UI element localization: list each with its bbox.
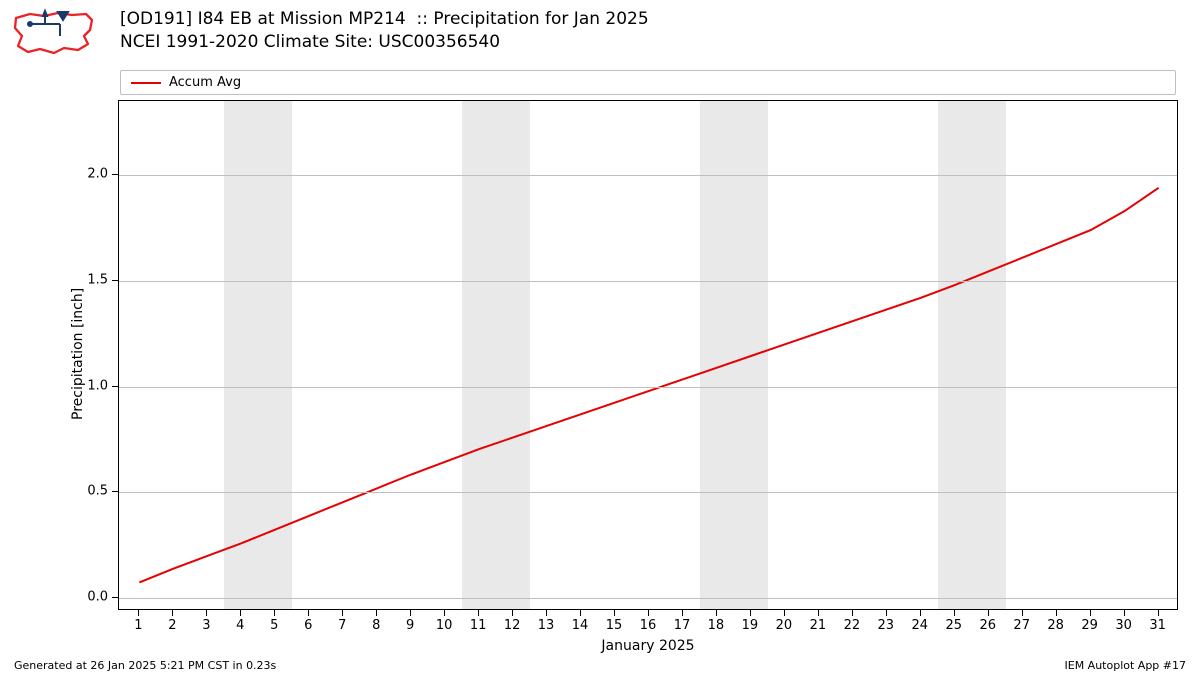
legend-swatch <box>131 82 161 84</box>
x-tick-label: 19 <box>742 618 759 633</box>
iem-logo-icon <box>10 6 100 62</box>
x-tick <box>1158 610 1159 616</box>
x-tick-label: 17 <box>674 618 691 633</box>
footer-generated: Generated at 26 Jan 2025 5:21 PM CST in … <box>14 659 276 672</box>
x-tick-label: 11 <box>470 618 487 633</box>
x-tick <box>988 610 989 616</box>
grid-line-h <box>119 387 1177 388</box>
x-tick-label: 16 <box>640 618 657 633</box>
x-tick-label: 6 <box>304 618 312 633</box>
legend-label: Accum Avg <box>169 75 241 90</box>
x-tick <box>376 610 377 616</box>
x-tick-label: 13 <box>538 618 555 633</box>
x-tick-label: 2 <box>168 618 176 633</box>
x-tick-label: 27 <box>1013 618 1030 633</box>
x-tick <box>682 610 683 616</box>
x-tick <box>852 610 853 616</box>
x-tick-label: 26 <box>979 618 996 633</box>
x-tick <box>920 610 921 616</box>
x-tick <box>716 610 717 616</box>
x-tick <box>172 610 173 616</box>
x-tick <box>750 610 751 616</box>
x-tick-label: 8 <box>372 618 380 633</box>
x-tick <box>1022 610 1023 616</box>
x-tick-label: 31 <box>1149 618 1166 633</box>
grid-line-h <box>119 598 1177 599</box>
y-tick-label: 1.0 <box>80 378 108 393</box>
x-tick <box>512 610 513 616</box>
y-tick <box>112 491 118 492</box>
x-tick-label: 20 <box>776 618 793 633</box>
x-tick <box>784 610 785 616</box>
x-tick-label: 23 <box>878 618 895 633</box>
x-tick-label: 14 <box>572 618 589 633</box>
x-tick <box>138 610 139 616</box>
x-tick-label: 12 <box>504 618 521 633</box>
x-tick <box>478 610 479 616</box>
x-tick-label: 9 <box>406 618 414 633</box>
x-tick-label: 15 <box>606 618 623 633</box>
x-tick <box>1124 610 1125 616</box>
legend-box: Accum Avg <box>120 70 1176 95</box>
title-line-1: [OD191] I84 EB at Mission MP214 :: Preci… <box>120 9 649 29</box>
title-line-2: NCEI 1991-2020 Climate Site: USC00356540 <box>120 32 500 52</box>
x-tick <box>954 610 955 616</box>
x-tick <box>274 610 275 616</box>
x-tick-label: 22 <box>844 618 861 633</box>
x-tick-label: 18 <box>708 618 725 633</box>
y-tick <box>112 174 118 175</box>
x-tick <box>580 610 581 616</box>
x-axis-label: January 2025 <box>601 638 694 654</box>
chart-title: [OD191] I84 EB at Mission MP214 :: Preci… <box>120 8 649 54</box>
x-tick-label: 7 <box>338 618 346 633</box>
x-tick <box>342 610 343 616</box>
grid-line-h <box>119 175 1177 176</box>
x-tick <box>1090 610 1091 616</box>
x-tick-label: 21 <box>810 618 827 633</box>
plot-area <box>118 100 1178 610</box>
x-tick <box>240 610 241 616</box>
x-tick-label: 24 <box>912 618 929 633</box>
grid-line-h <box>119 492 1177 493</box>
x-tick-label: 4 <box>236 618 244 633</box>
x-tick <box>546 610 547 616</box>
x-tick-label: 28 <box>1047 618 1064 633</box>
x-tick-label: 30 <box>1115 618 1132 633</box>
y-tick-label: 0.5 <box>80 484 108 499</box>
x-tick <box>444 610 445 616</box>
footer-app: IEM Autoplot App #17 <box>1065 659 1187 672</box>
x-tick-label: 5 <box>270 618 278 633</box>
y-tick <box>112 280 118 281</box>
series-line <box>119 101 1179 611</box>
x-tick <box>818 610 819 616</box>
y-tick <box>112 597 118 598</box>
x-tick <box>886 610 887 616</box>
x-tick <box>648 610 649 616</box>
x-tick <box>1056 610 1057 616</box>
x-tick <box>206 610 207 616</box>
y-tick-label: 1.5 <box>80 272 108 287</box>
x-tick-label: 29 <box>1081 618 1098 633</box>
y-axis-label: Precipitation [inch] <box>70 288 86 420</box>
x-tick-label: 3 <box>202 618 210 633</box>
x-tick-label: 25 <box>945 618 962 633</box>
y-tick <box>112 386 118 387</box>
x-tick-label: 10 <box>436 618 453 633</box>
x-tick <box>614 610 615 616</box>
y-tick-label: 0.0 <box>80 590 108 605</box>
x-tick <box>410 610 411 616</box>
grid-line-h <box>119 281 1177 282</box>
y-tick-label: 2.0 <box>80 167 108 182</box>
x-tick-label: 1 <box>134 618 142 633</box>
x-tick <box>308 610 309 616</box>
